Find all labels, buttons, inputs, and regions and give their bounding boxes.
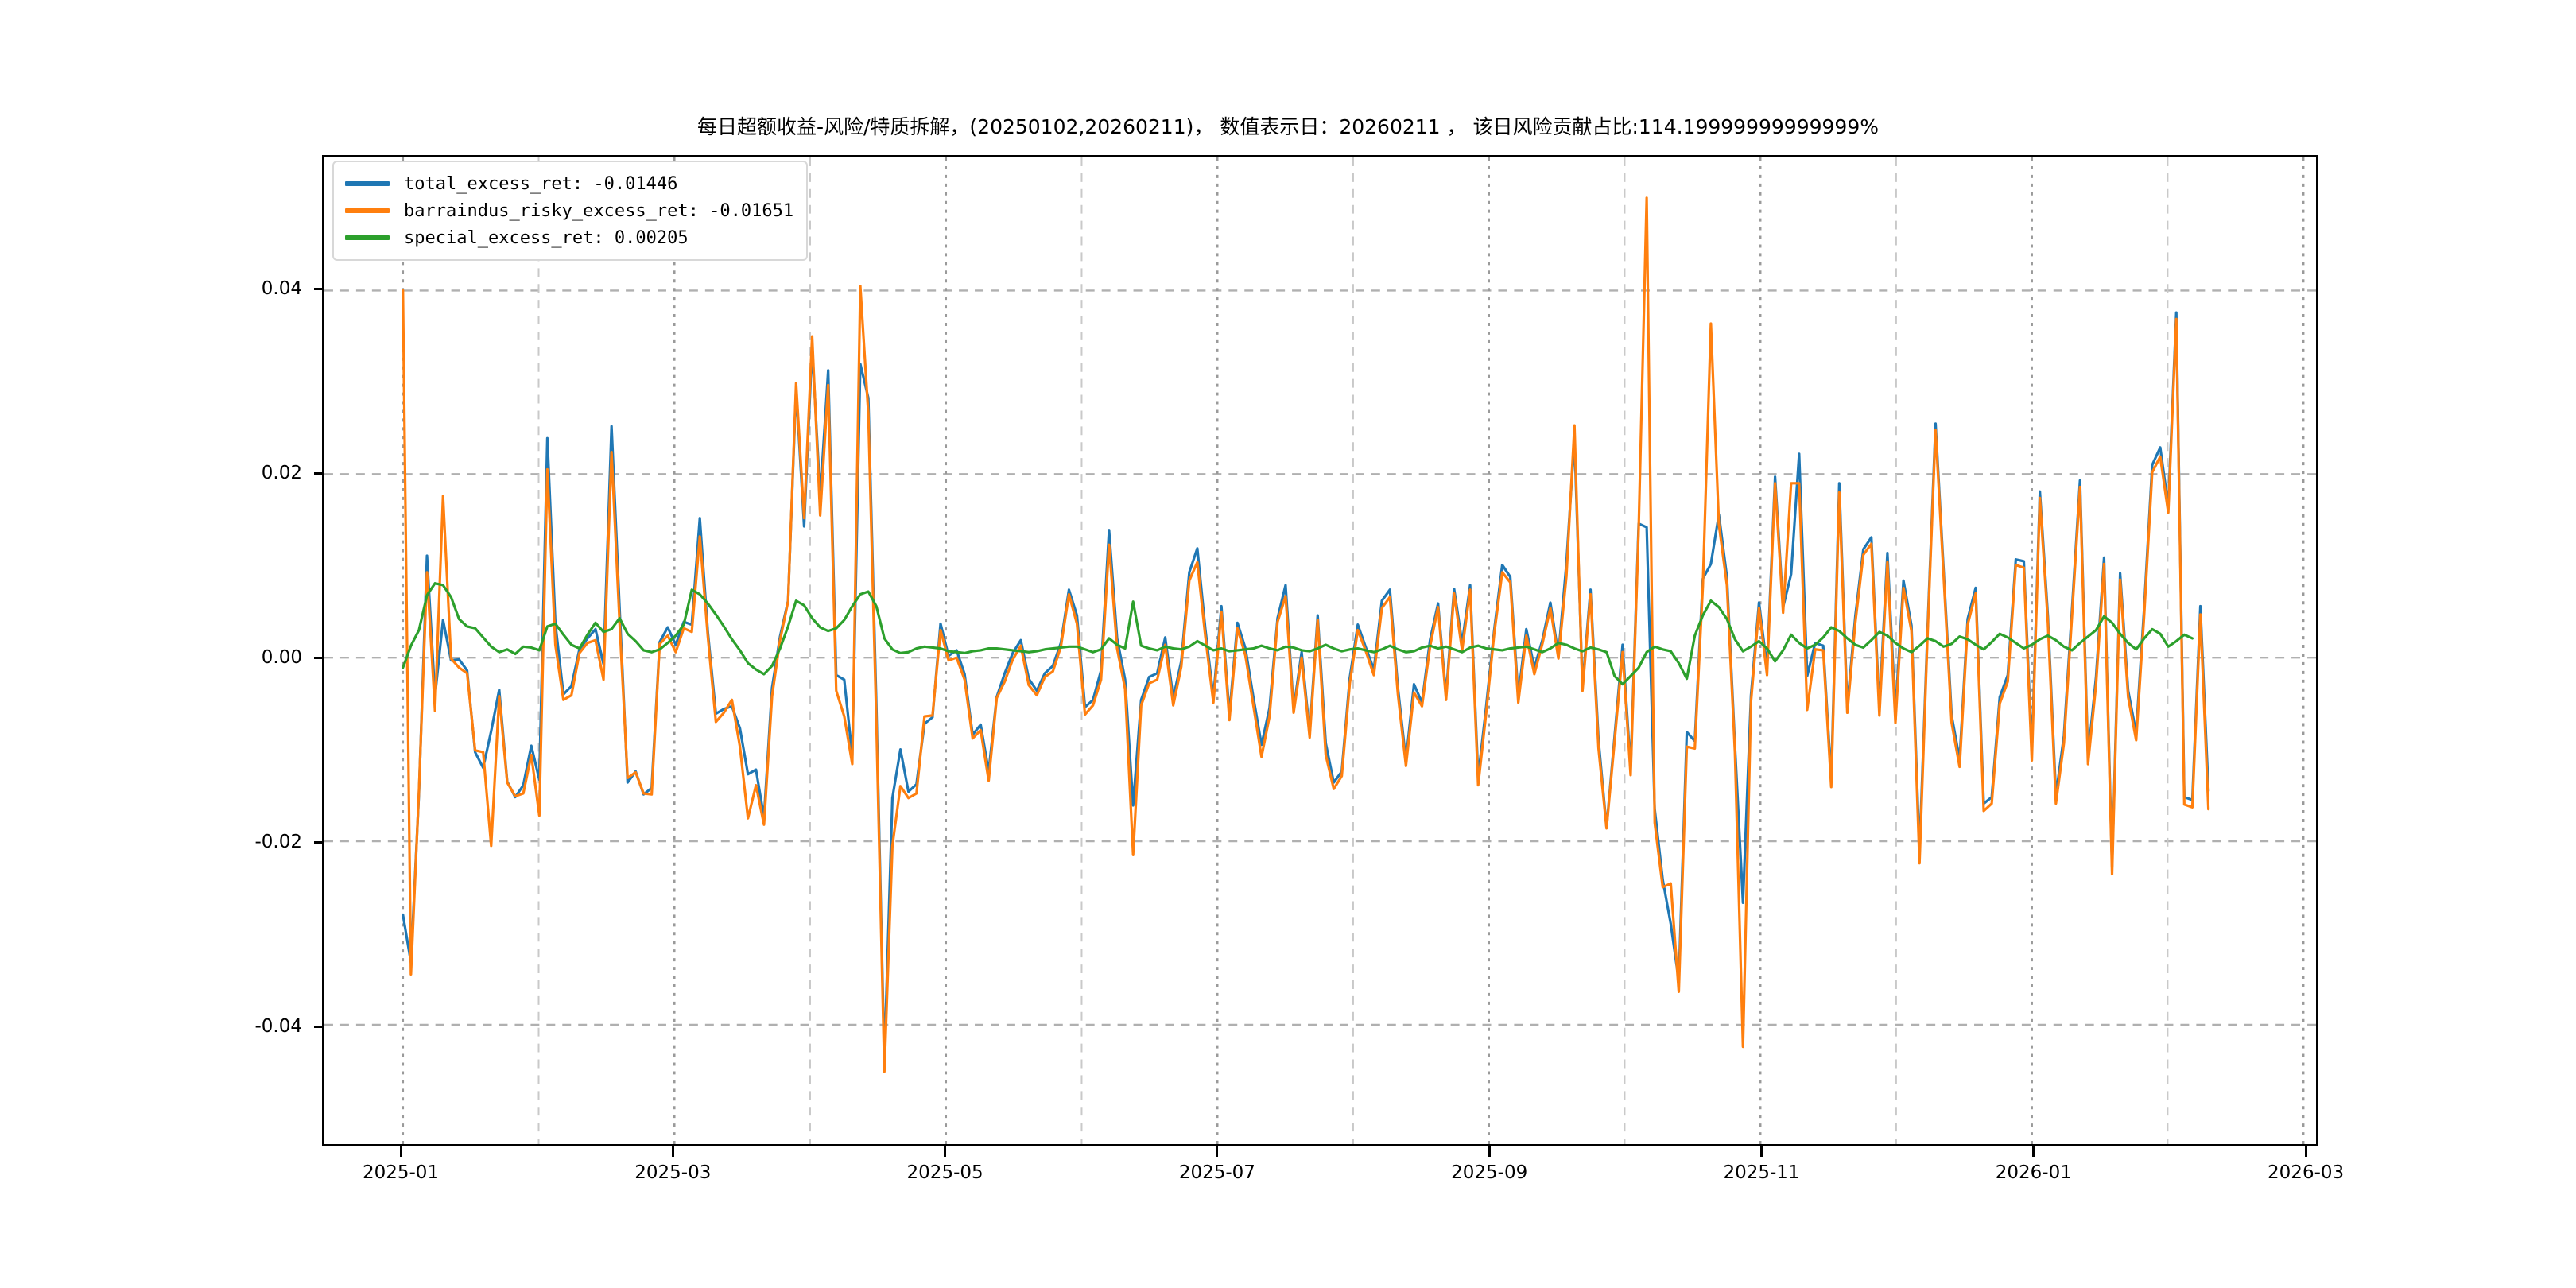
x-tick-label: 2025-09 (1451, 1162, 1528, 1183)
x-tick-mark (944, 1146, 947, 1157)
chart-legend: total_excess_ret: -0.01446 barraindus_ri… (332, 161, 809, 261)
y-tick-label: -0.02 (254, 832, 302, 853)
y-tick-mark (314, 287, 324, 290)
y-tick-label: 0.02 (261, 463, 302, 484)
legend-item-barraindus-risky-excess-ret: barraindus_risky_excess_ret: -0.01651 (345, 197, 793, 224)
legend-swatch-green (345, 235, 390, 240)
legend-item-total-excess-ret: total_excess_ret: -0.01446 (345, 170, 793, 197)
x-tick-mark (2032, 1146, 2035, 1157)
x-tick-label: 2026-03 (2268, 1162, 2345, 1183)
x-tick-mark (671, 1146, 674, 1157)
y-tick-label: 0.04 (261, 278, 302, 300)
y-axis-tick-labels: 0.04 0.02 0.00 -0.02 -0.04 (199, 155, 302, 1146)
y-tick-mark (314, 471, 324, 475)
x-tick-label: 2025-01 (362, 1162, 440, 1183)
x-tick-mark (2304, 1146, 2307, 1157)
x-tick-label: 2025-11 (1723, 1162, 1800, 1183)
legend-swatch-orange (345, 208, 390, 213)
y-tick-mark (314, 656, 324, 659)
legend-label-barraindus-risky-excess-ret: barraindus_risky_excess_ret: -0.01651 (404, 200, 794, 221)
legend-label-special-excess-ret: special_excess_ret: 0.00205 (404, 227, 689, 248)
legend-swatch-blue (345, 181, 390, 186)
series-canvas (324, 157, 2316, 1144)
legend-label-total-excess-ret: total_excess_ret: -0.01446 (404, 173, 678, 194)
plot-area (322, 155, 2318, 1146)
x-tick-mark (1760, 1146, 1763, 1157)
x-tick-label: 2026-01 (1995, 1162, 2072, 1183)
x-tick-mark (1488, 1146, 1491, 1157)
y-tick-mark (314, 1025, 324, 1028)
x-tick-label: 2025-03 (634, 1162, 712, 1183)
x-tick-mark (399, 1146, 402, 1157)
x-axis-tick-labels: 2025-01 2025-03 2025-05 2025-07 2025-09 2025-… (322, 1162, 2344, 1194)
legend-item-special-excess-ret: special_excess_ret: 0.00205 (345, 224, 793, 251)
x-tick-label: 2025-05 (906, 1162, 983, 1183)
y-tick-label: -0.04 (254, 1016, 302, 1038)
x-tick-mark (1216, 1146, 1219, 1157)
series-line-special_excess_ret (402, 582, 2194, 686)
y-tick-label: 0.00 (261, 647, 302, 669)
series-line-barraindus_risky_excess_ret (402, 196, 2210, 1073)
y-tick-mark (314, 840, 324, 844)
x-tick-label: 2025-07 (1178, 1162, 1255, 1183)
page-title: 每日超额收益-风险/特质拆解，(20250102,20260211)， 数值表示… (696, 115, 1879, 138)
